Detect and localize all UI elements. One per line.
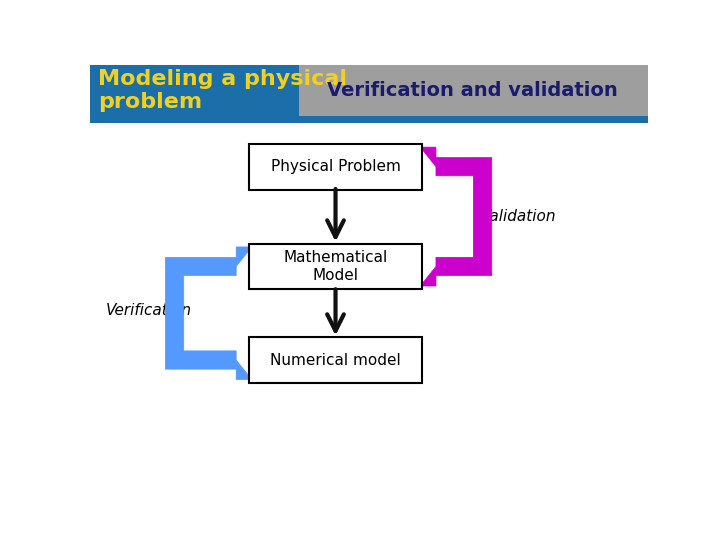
Text: Mathematical
Model: Mathematical Model xyxy=(284,250,387,282)
Text: Validation: Validation xyxy=(481,209,556,224)
FancyBboxPatch shape xyxy=(249,144,422,190)
FancyBboxPatch shape xyxy=(249,244,422,289)
FancyBboxPatch shape xyxy=(249,337,422,383)
Text: Physical Problem: Physical Problem xyxy=(271,159,400,174)
PathPatch shape xyxy=(166,247,252,380)
FancyBboxPatch shape xyxy=(90,65,648,116)
Text: Numerical model: Numerical model xyxy=(270,353,401,368)
FancyBboxPatch shape xyxy=(90,116,648,123)
Text: Modeling a physical
problem: Modeling a physical problem xyxy=(99,69,347,112)
PathPatch shape xyxy=(420,147,492,286)
Text: Verification: Verification xyxy=(106,302,192,318)
FancyBboxPatch shape xyxy=(300,65,648,120)
Text: Verification and validation: Verification and validation xyxy=(327,81,618,100)
